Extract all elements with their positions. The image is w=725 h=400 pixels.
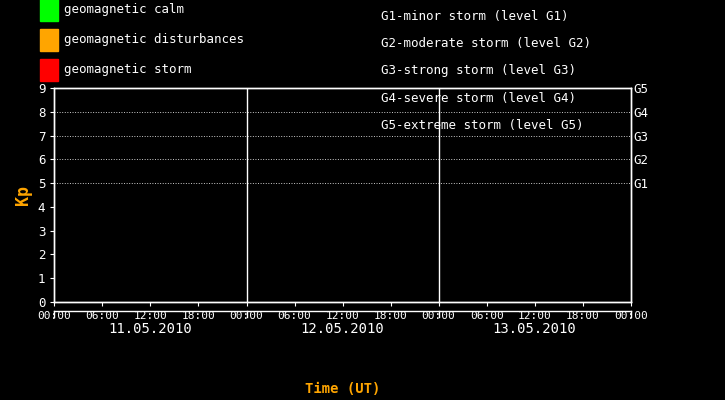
Text: 11.05.2010: 11.05.2010 [109,322,192,336]
Text: Time (UT): Time (UT) [305,382,380,396]
Text: geomagnetic storm: geomagnetic storm [64,64,191,76]
Text: G5-extreme storm (level G5): G5-extreme storm (level G5) [381,119,583,132]
Y-axis label: Kp: Kp [14,185,33,205]
Text: G4-severe storm (level G4): G4-severe storm (level G4) [381,92,576,105]
Text: 13.05.2010: 13.05.2010 [493,322,576,336]
Text: 12.05.2010: 12.05.2010 [301,322,384,336]
Text: geomagnetic calm: geomagnetic calm [64,4,184,16]
Text: G3-strong storm (level G3): G3-strong storm (level G3) [381,64,576,78]
Text: G2-moderate storm (level G2): G2-moderate storm (level G2) [381,37,591,50]
Text: geomagnetic disturbances: geomagnetic disturbances [64,34,244,46]
Text: G1-minor storm (level G1): G1-minor storm (level G1) [381,10,568,23]
